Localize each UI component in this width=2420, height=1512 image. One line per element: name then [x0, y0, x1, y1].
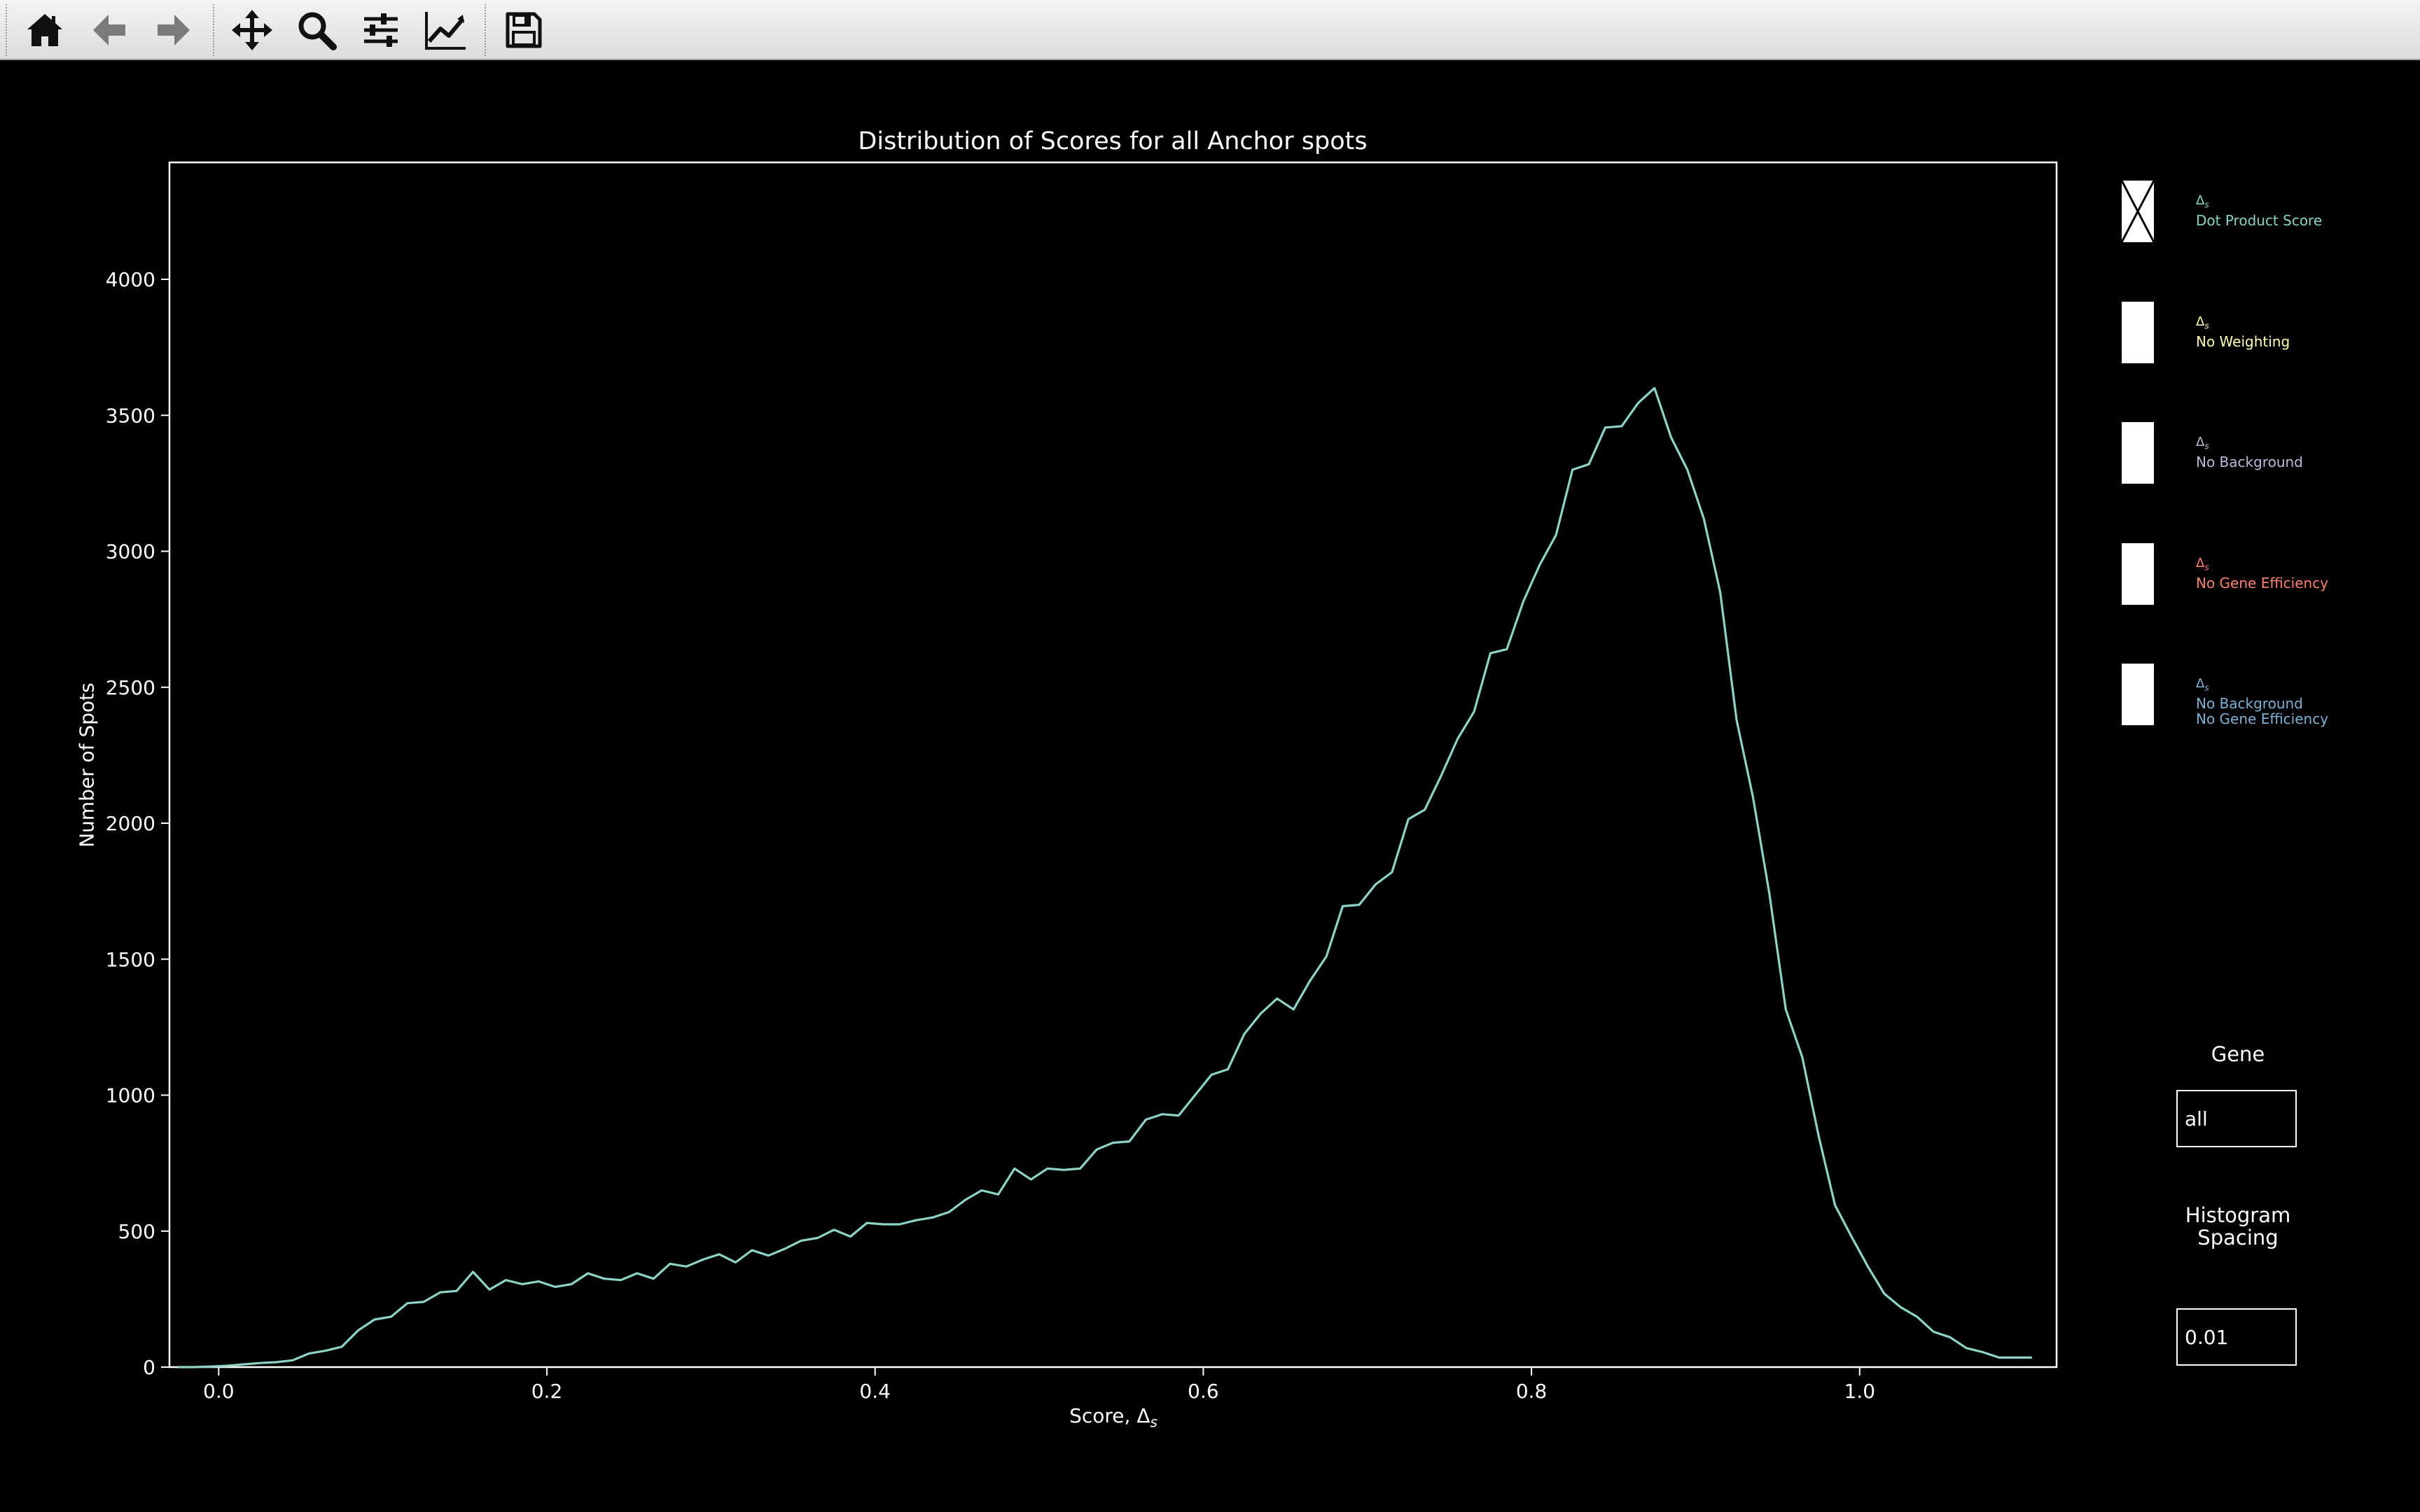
- y-axis-label: Number of Spots: [75, 682, 99, 848]
- toolbar-separator: [213, 4, 214, 56]
- gene-input[interactable]: [2176, 1090, 2297, 1147]
- x-axis-label-subscript: s: [1150, 1413, 1157, 1431]
- checked-x-icon: [2122, 181, 2154, 242]
- series-name: No Background: [2196, 453, 2303, 470]
- x-axis-label: Score, Δs: [1069, 1404, 1157, 1431]
- toolbar: [0, 0, 2420, 60]
- home-button[interactable]: [20, 7, 70, 53]
- y-tick-label: 3500: [106, 404, 155, 427]
- series-name: No Weighting: [2196, 332, 2290, 350]
- delta-subscript: s: [2204, 682, 2209, 693]
- forward-button[interactable]: [148, 7, 199, 53]
- save-button[interactable]: [499, 7, 549, 53]
- toolbar-separator: [485, 4, 486, 56]
- zoom-button[interactable]: [291, 7, 342, 53]
- pan-button[interactable]: [227, 7, 277, 53]
- y-tick-label: 1000: [106, 1084, 155, 1107]
- x-tick-label: 0.6: [1188, 1380, 1219, 1403]
- y-tick-label: 0: [143, 1356, 155, 1379]
- axis-ticks: 0.0 0.2 0.4 0.6 0.8 1.0 0 500 1000 1500 2000 2500 30…: [106, 268, 1875, 1403]
- axes-frame: [168, 161, 2058, 1368]
- save-floppy-icon: [506, 12, 542, 48]
- toolbar-separator: [6, 4, 7, 56]
- series-name: Dot Product Score: [2196, 211, 2323, 229]
- series-checkbox-label[interactable]: Δs No Gene Efficiency: [2196, 556, 2328, 591]
- delta-symbol: Δs: [2196, 556, 2209, 573]
- forward-arrow-icon: [158, 15, 190, 46]
- series-checkbox[interactable]: [2122, 181, 2154, 242]
- home-icon: [27, 14, 62, 46]
- x-tick-label: 0.0: [203, 1380, 235, 1403]
- series-name: No Background: [2196, 694, 2303, 712]
- histogram-spacing-input[interactable]: [2176, 1308, 2297, 1366]
- x-tick-label: 1.0: [1844, 1380, 1876, 1403]
- y-tick-label: 4000: [106, 268, 155, 291]
- series-line: [177, 386, 2032, 1368]
- delta-symbol: Δs: [2196, 193, 2209, 210]
- y-tick-label: 2500: [106, 676, 155, 699]
- axes-spine: [168, 161, 2058, 1368]
- back-button[interactable]: [84, 7, 134, 53]
- series-name: No Gene Efficiency: [2196, 574, 2329, 592]
- delta-subscript: s: [2204, 441, 2209, 451]
- edit-axis-icon: [425, 12, 466, 50]
- delta-symbol: Δs: [2196, 676, 2209, 693]
- x-tick-label: 0.2: [531, 1380, 563, 1403]
- x-axis-label-text: Score, Δ: [1069, 1404, 1150, 1427]
- y-tick-label: 2000: [106, 812, 155, 835]
- delta-symbol: Δs: [2196, 314, 2209, 331]
- series-checkbox[interactable]: [2122, 422, 2154, 484]
- y-tick-label: 500: [118, 1220, 155, 1243]
- zoom-magnifier-icon: [298, 12, 337, 50]
- histogram-spacing-label-line1: Histogram: [2185, 1203, 2291, 1227]
- series-layer: [177, 386, 2032, 1368]
- delta-subscript: s: [2204, 200, 2209, 210]
- series-checkbox-label[interactable]: Δs Dot Product Score: [2196, 193, 2322, 228]
- delta-subscript: s: [2204, 562, 2209, 573]
- histogram-spacing-label-line2: Spacing: [2197, 1226, 2279, 1250]
- series-checkbox[interactable]: [2122, 543, 2154, 605]
- series-checkbox-label[interactable]: Δs No Background: [2196, 435, 2303, 470]
- configure-subplots-icon: [364, 13, 398, 47]
- back-arrow-icon: [93, 15, 125, 46]
- series-name-line2: No Gene Efficiency: [2196, 710, 2329, 727]
- series-checkbox[interactable]: [2122, 302, 2154, 363]
- edit-axis-button[interactable]: [420, 7, 471, 53]
- x-tick-label: 0.4: [859, 1380, 891, 1403]
- pan-move-icon: [232, 10, 272, 50]
- gene-label: Gene: [2211, 1042, 2265, 1066]
- delta-symbol: Δs: [2196, 435, 2209, 451]
- configure-subplots-button[interactable]: [356, 7, 406, 53]
- x-tick-label: 0.8: [1516, 1380, 1548, 1403]
- delta-subscript: s: [2204, 321, 2209, 331]
- y-tick-label: 3000: [106, 540, 155, 564]
- series-checkbox-label[interactable]: Δs No Weighting: [2196, 314, 2290, 349]
- histogram-spacing-label: Histogram Spacing: [2178, 1204, 2298, 1249]
- series-checkbox[interactable]: [2122, 664, 2154, 725]
- y-tick-label: 1500: [106, 948, 155, 971]
- series-checkbox-label[interactable]: Δs No Background No Gene Efficiency: [2196, 676, 2328, 727]
- chart-title: Distribution of Scores for all Anchor sp…: [858, 127, 1368, 155]
